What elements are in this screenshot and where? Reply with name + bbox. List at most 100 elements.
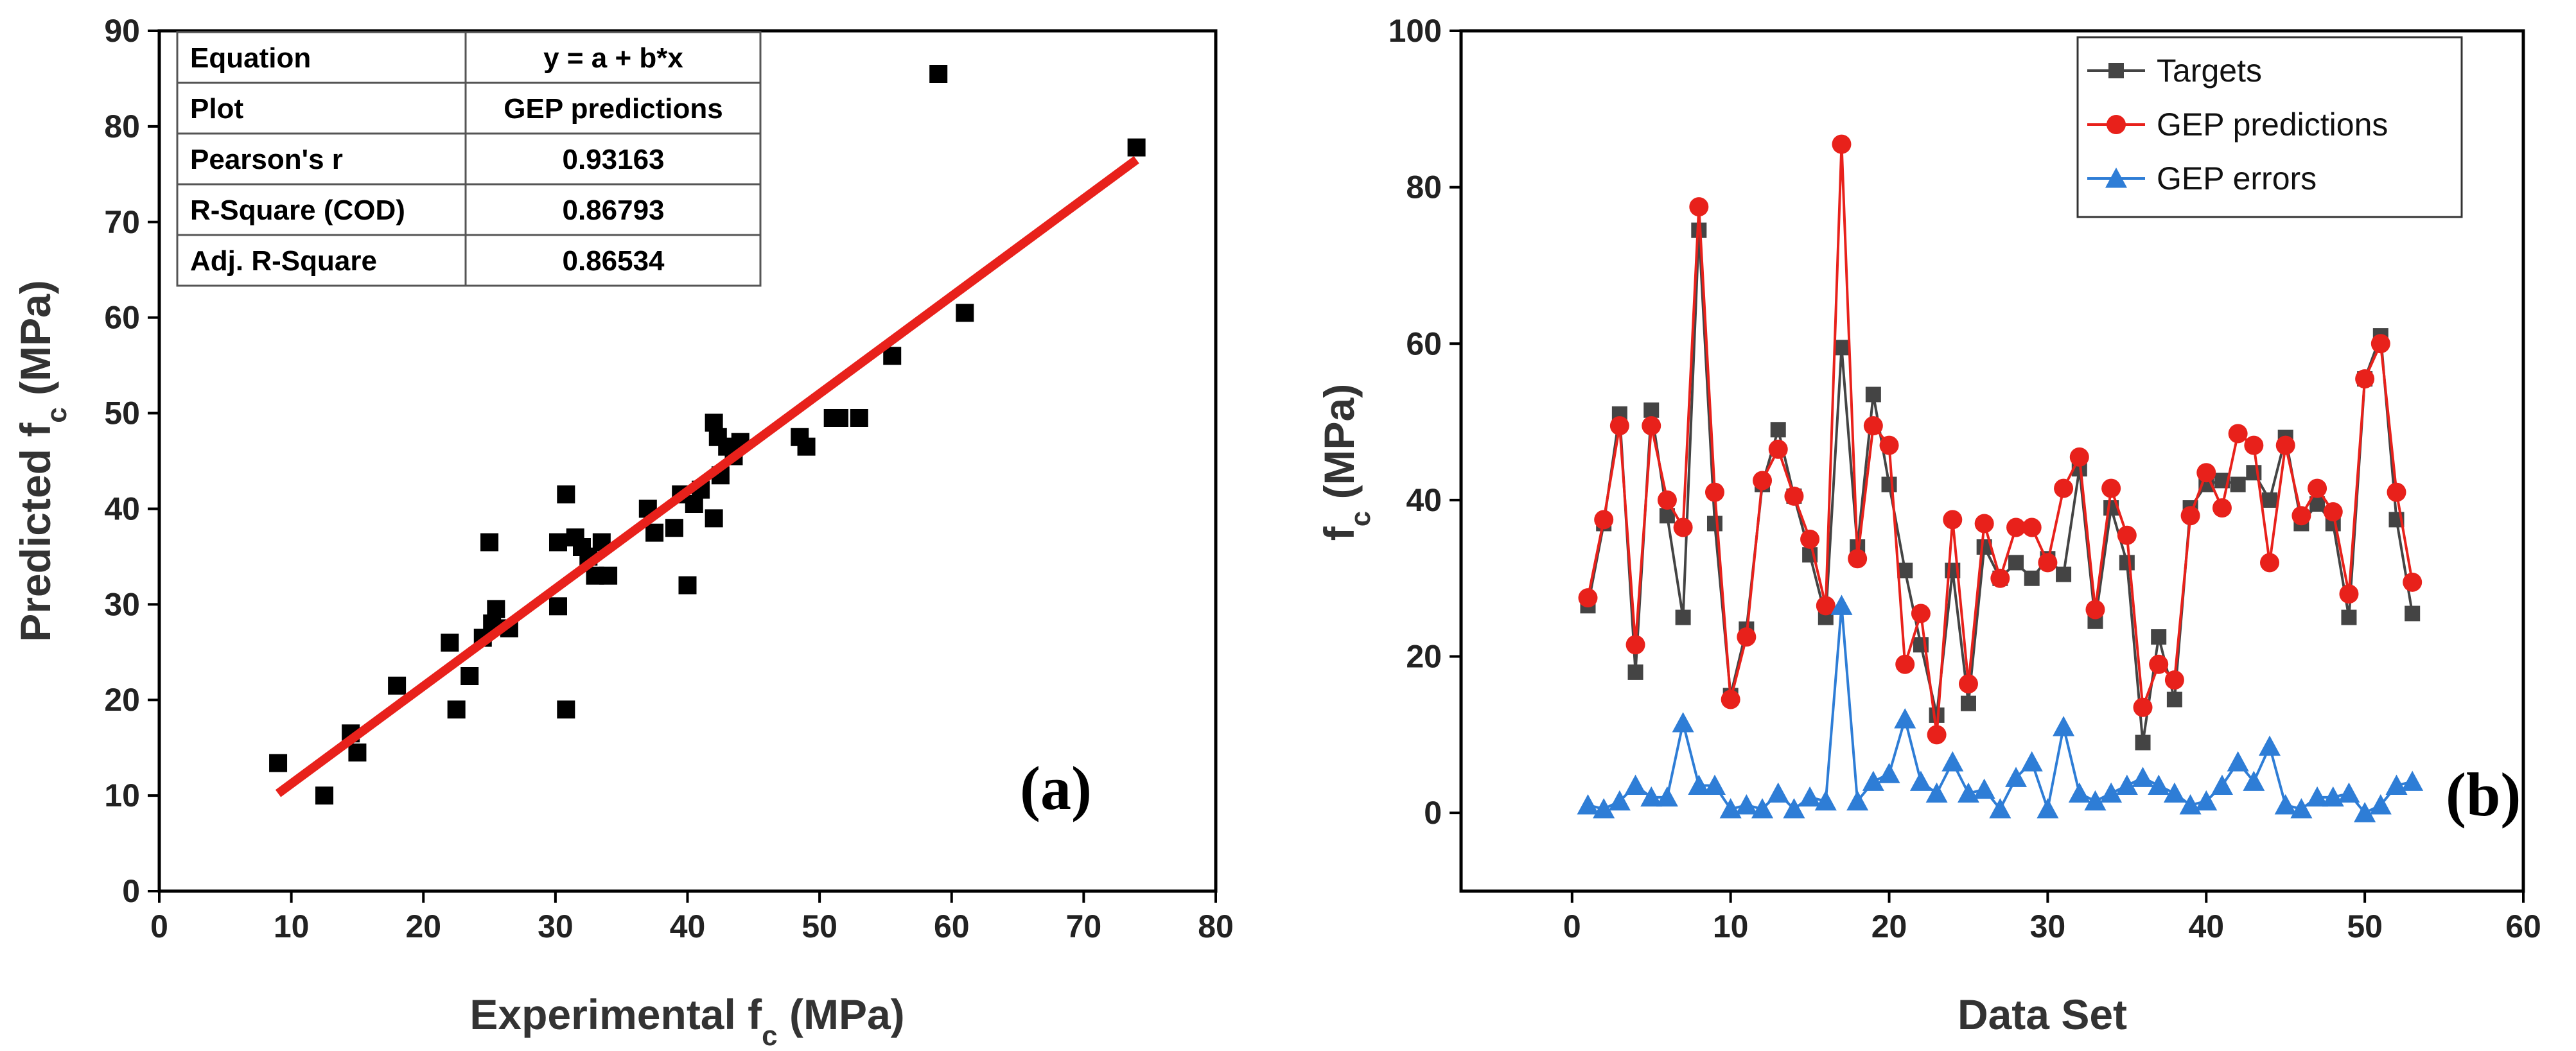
data-point (1672, 712, 1694, 733)
y-tick-label: 70 (104, 204, 140, 240)
data-point (1608, 790, 1631, 811)
data-point (1642, 416, 1661, 436)
stats-table-label: Equation (190, 42, 311, 74)
scatter-point (480, 533, 499, 552)
data-point (2212, 498, 2232, 518)
data-point (2341, 609, 2357, 625)
x-tick-label: 0 (150, 908, 168, 944)
scatter-point (705, 509, 723, 528)
stats-table: Equation y = a + b*x Plot GEP prediction… (176, 31, 762, 287)
x-tick-label: 50 (802, 908, 837, 944)
legend-frame (2076, 36, 2463, 218)
scatter-point (929, 65, 948, 83)
data-point (1848, 549, 1868, 569)
b-y-title-unit: (MPa) (1315, 384, 1363, 511)
scatter-point (850, 409, 868, 427)
panel-b-series (1577, 134, 2424, 822)
data-point (1800, 529, 1820, 549)
panel-a-scatter-chart: 0 10 20 30 40 50 60 70 80 0 10 20 30 40 50 60 70 80 90 Eq… (12, 13, 1234, 1051)
x-tick-label: 0 (1563, 908, 1581, 944)
data-point (1879, 435, 1899, 455)
panel-b-y-axis: 0 20 40 60 80 100 (1389, 13, 1461, 831)
data-point (2020, 751, 2043, 772)
panel-b-y-axis-title: fc (MPa) (1315, 384, 1376, 541)
data-point (1735, 794, 1758, 815)
data-point (2211, 774, 2233, 795)
data-point (1624, 774, 1647, 795)
data-point (2056, 566, 2072, 582)
data-point (2291, 506, 2311, 526)
data-point (1719, 798, 1742, 819)
data-point (2259, 735, 2281, 756)
stats-table-label: Pearson's r (190, 144, 343, 175)
panel-a-y-axis: 0 10 20 30 40 50 60 70 80 90 (104, 13, 159, 909)
panel-a-y-axis-title: Predicted fc (MPa) (12, 280, 73, 642)
data-point (1832, 134, 1852, 154)
data-point (2135, 734, 2151, 751)
x-tick-label: 20 (405, 908, 441, 944)
data-point (2370, 334, 2390, 354)
data-point (2230, 476, 2246, 492)
x-tick-label: 70 (1066, 908, 1102, 944)
data-point (1881, 476, 1897, 492)
data-point (1767, 782, 1789, 803)
legend-label: Targets (2157, 53, 2262, 89)
data-point (1737, 627, 1757, 647)
x-tick-label: 40 (670, 908, 706, 944)
data-point (2005, 767, 2028, 787)
data-point (1721, 690, 1740, 709)
panel-a-x-axis-title: Experimental fc (MPa) (469, 991, 904, 1051)
y-tick-label: 40 (1406, 482, 1442, 518)
scatter-point (557, 485, 575, 504)
data-point (1673, 517, 1693, 537)
data-point (2387, 482, 2406, 502)
panel-b-line-chart: 0 10 20 30 40 50 60 0 20 40 60 80 100 Targets GEP pr… (1315, 13, 2541, 1038)
series-gep-predictions (1578, 134, 2423, 745)
data-point (1894, 708, 1916, 729)
data-point (1578, 588, 1598, 608)
y-tick-label: 80 (104, 109, 140, 144)
data-point (1941, 751, 1964, 772)
data-point (2101, 478, 2121, 498)
data-point (2132, 767, 2154, 787)
y-tick-label: 20 (104, 682, 140, 718)
x-tick-label: 60 (2505, 908, 2541, 944)
data-point (1943, 510, 1963, 530)
data-point (1753, 471, 1773, 491)
data-point (2037, 798, 2059, 819)
data-point (2133, 697, 2153, 717)
x-tick-label: 20 (1871, 908, 1907, 944)
data-point (2339, 584, 2359, 604)
x-tick-label: 80 (1198, 908, 1234, 944)
data-point (2024, 570, 2040, 586)
data-point (1865, 387, 1881, 403)
data-point (2179, 794, 2202, 815)
data-point (2195, 790, 2218, 811)
regression-line (275, 156, 1139, 797)
data-point (1973, 778, 1995, 799)
x-tick-label: 60 (934, 908, 970, 944)
data-point (1609, 416, 1629, 436)
panel-b-label: (b) (2446, 760, 2521, 829)
data-point (2085, 600, 2105, 620)
x-tick-label: 10 (1713, 908, 1749, 944)
data-point (1656, 786, 1678, 807)
x-tick-label: 30 (2030, 908, 2066, 944)
y-title-unit: (MPa) (12, 280, 59, 407)
scatter-point (487, 600, 505, 618)
y-tick-label: 100 (1389, 13, 1442, 49)
data-point (2275, 435, 2295, 455)
data-point (1816, 596, 1836, 616)
scatter-point (956, 304, 974, 322)
stats-table-value: 0.93163 (562, 144, 664, 175)
data-point (1784, 486, 1804, 506)
y-tick-label: 10 (104, 777, 140, 813)
data-point (2006, 517, 2026, 537)
legend-marker (2108, 63, 2124, 78)
panel-b-plot-frame (1459, 29, 2525, 893)
scatter-point (548, 597, 567, 616)
x-title-unit: (MPa) (778, 991, 905, 1038)
scatter-point (548, 533, 567, 552)
y-tick-label: 90 (104, 13, 140, 49)
y-tick-label: 40 (104, 491, 140, 526)
